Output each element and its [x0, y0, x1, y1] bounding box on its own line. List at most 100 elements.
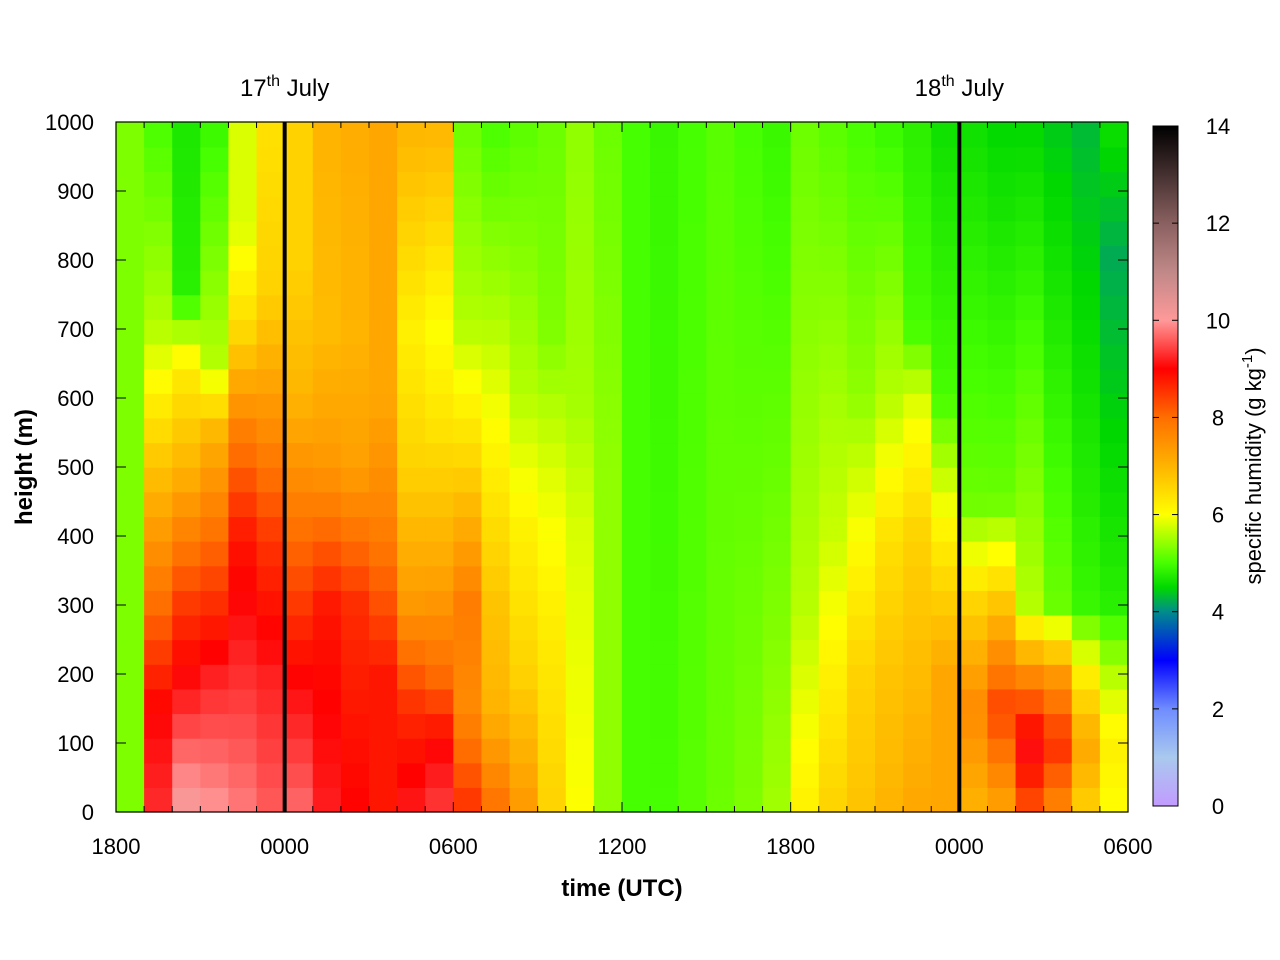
heatmap-cell	[959, 171, 989, 197]
heatmap-cell	[369, 639, 398, 665]
heatmap-cell	[987, 171, 1017, 197]
heatmap-cell	[593, 516, 623, 542]
heatmap-cell	[284, 664, 314, 690]
heatmap-cell	[369, 541, 398, 567]
heatmap-cell	[622, 343, 651, 370]
heatmap-cell	[678, 171, 707, 197]
heatmap-cell	[846, 245, 876, 271]
colorbar-tick-label: 14	[1206, 114, 1230, 139]
heatmap-cell	[846, 467, 876, 493]
heatmap-cell	[1015, 639, 1045, 665]
heatmap-cell	[397, 393, 426, 419]
heatmap-cell	[959, 442, 989, 468]
heatmap-cell	[903, 787, 932, 813]
heatmap-cell	[1099, 368, 1129, 394]
heatmap-cell	[453, 590, 483, 616]
heatmap-cell	[650, 393, 679, 419]
heatmap-cell	[650, 664, 679, 690]
colorbar-tick-label: 0	[1212, 794, 1224, 819]
heatmap-cell	[1043, 122, 1073, 148]
heatmap-cell	[172, 196, 201, 222]
heatmap-cell	[987, 467, 1017, 493]
heatmap-cell	[397, 146, 426, 173]
heatmap-cell	[1015, 146, 1045, 173]
heatmap-cell	[622, 171, 651, 197]
heatmap-cell	[762, 762, 792, 788]
heatmap-cell	[846, 614, 876, 641]
heatmap-cell	[565, 122, 595, 148]
heatmap-cell	[818, 738, 848, 764]
heatmap-cell	[228, 196, 258, 222]
heatmap-cell	[1071, 122, 1101, 148]
heatmap-cell	[1015, 688, 1045, 715]
heatmap-cell	[875, 516, 904, 542]
heatmap-cell	[1099, 122, 1129, 148]
heatmap-cell	[734, 664, 764, 690]
heatmap-cell	[1071, 713, 1101, 739]
heatmap-cell	[256, 171, 286, 197]
heatmap-cell	[481, 491, 511, 517]
heatmap-cell	[593, 343, 623, 370]
heatmap-cell	[622, 590, 651, 616]
heatmap-cell	[369, 713, 398, 739]
heatmap-cell	[397, 738, 426, 764]
heatmap-cell	[369, 590, 398, 616]
heatmap-cell	[172, 417, 201, 444]
heatmap-cell	[284, 762, 314, 788]
heatmap-cell	[1043, 614, 1073, 641]
heatmap-cell	[846, 565, 876, 591]
heatmap-cell	[593, 146, 623, 173]
heatmap-cell	[931, 368, 960, 394]
heatmap-cell	[790, 639, 820, 665]
heatmap-cell	[397, 688, 426, 715]
heatmap-cell	[1015, 319, 1045, 345]
colorbar-tick-label: 6	[1212, 503, 1224, 528]
heatmap-cell	[228, 442, 258, 468]
heatmap-cell	[172, 319, 201, 345]
heatmap-cell	[1043, 294, 1073, 320]
heatmap-cell	[312, 541, 342, 567]
heatmap-cell	[1071, 368, 1101, 394]
heatmap-cell	[678, 393, 707, 419]
heatmap-cell	[987, 639, 1017, 665]
heatmap-cell	[284, 319, 314, 345]
heatmap-cell	[846, 688, 876, 715]
heatmap-cell	[734, 393, 764, 419]
heatmap-cell	[678, 738, 707, 764]
heatmap-cell	[818, 343, 848, 370]
heatmap-cell	[453, 245, 483, 271]
heatmap-cell	[144, 171, 173, 197]
heatmap-cell	[340, 738, 370, 764]
heatmap-cell	[790, 417, 820, 444]
heatmap-cell	[1015, 467, 1045, 493]
heatmap-cell	[312, 196, 342, 222]
heatmap-cell	[397, 220, 426, 247]
heatmap-cell	[1071, 738, 1101, 764]
heatmap-cell	[369, 368, 398, 394]
heatmap-cell	[931, 738, 960, 764]
heatmap-cell	[1071, 171, 1101, 197]
heatmap-cell	[340, 417, 370, 444]
heatmap-cell	[931, 245, 960, 271]
heatmap-cell	[875, 664, 904, 690]
heatmap-cell	[987, 442, 1017, 468]
heatmap-cell	[706, 516, 736, 542]
heatmap-cell	[790, 664, 820, 690]
heatmap-cell	[453, 541, 483, 567]
heatmap-cell	[565, 738, 595, 764]
heatmap-cell	[1099, 491, 1129, 517]
heatmap-cell	[284, 245, 314, 271]
heatmap-cell	[397, 762, 426, 788]
heatmap-cell	[622, 713, 651, 739]
heatmap-cell	[987, 614, 1017, 641]
heatmap-cell	[340, 516, 370, 542]
heatmap-cell	[116, 688, 145, 715]
heatmap-cell	[369, 442, 398, 468]
heatmap-cell	[987, 664, 1017, 690]
heatmap-cell	[116, 368, 145, 394]
heatmap-cell	[228, 614, 258, 641]
heatmap-cell	[762, 343, 792, 370]
heatmap-cell	[116, 614, 145, 641]
heatmap-cell	[734, 467, 764, 493]
